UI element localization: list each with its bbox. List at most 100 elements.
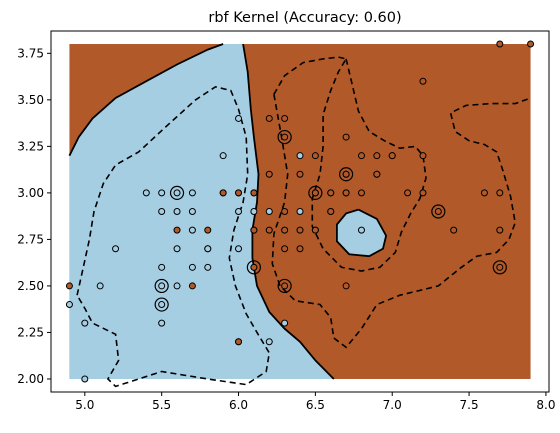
point-class-0 (357, 226, 365, 234)
point-class-1 (357, 152, 365, 160)
point-class-1 (296, 226, 304, 234)
point-class-0 (158, 208, 166, 215)
point-class-1 (281, 226, 289, 234)
support-vector-marker (339, 167, 354, 182)
point-class-0 (173, 282, 181, 290)
point-class-0 (173, 208, 181, 215)
point-class-0 (81, 375, 89, 383)
plot-area (65, 40, 535, 388)
point-class-0 (204, 245, 212, 253)
y-tick-label: 3.25 (17, 139, 44, 153)
y-axis: 2.00 2.25 2.50 2.75 3.00 3.25 3.50 3.75 (17, 46, 51, 386)
point-class-1 (250, 263, 258, 271)
point-class-1 (419, 77, 427, 85)
point-class-1 (173, 226, 181, 234)
point-class-1 (296, 170, 304, 178)
point-class-1 (496, 263, 504, 271)
point-class-0 (112, 245, 120, 253)
x-tick-label: 8.0 (536, 398, 555, 412)
data-points (65, 40, 535, 383)
point-class-1 (311, 189, 319, 197)
point-class-1 (342, 189, 350, 197)
x-tick-label: 6.5 (306, 398, 325, 412)
decision-boundary-0 (68, 43, 224, 157)
point-class-0 (235, 245, 243, 253)
point-class-1 (281, 282, 289, 290)
x-axis: 5.0 5.5 6.0 6.5 7.0 7.5 8.0 (75, 392, 555, 412)
point-class-1 (342, 133, 350, 141)
x-tick-label: 7.0 (383, 398, 402, 412)
point-class-0 (158, 301, 166, 309)
point-class-1 (450, 226, 458, 234)
point-class-0 (265, 338, 273, 346)
point-class-1 (281, 133, 289, 141)
point-class-0 (188, 208, 196, 215)
support-vector-marker (154, 278, 169, 294)
point-class-1 (527, 40, 535, 48)
point-class-0 (173, 189, 181, 197)
x-tick-label: 7.5 (460, 398, 479, 412)
point-class-1 (281, 208, 289, 215)
point-class-1 (404, 189, 412, 197)
point-class-0 (250, 208, 258, 215)
point-class-0 (235, 114, 243, 122)
point-class-0 (158, 319, 166, 327)
point-class-1 (235, 338, 243, 346)
support-vector-marker (431, 204, 446, 219)
point-class-0 (96, 282, 104, 290)
point-class-1 (281, 114, 289, 122)
point-class-0 (188, 189, 196, 197)
point-class-1 (480, 189, 488, 197)
point-class-1 (496, 40, 504, 48)
point-class-1 (265, 226, 273, 234)
point-class-1 (434, 208, 442, 215)
point-class-1 (373, 170, 381, 178)
point-class-1 (419, 152, 427, 160)
point-class-1 (219, 189, 227, 197)
y-tick-label: 3.50 (17, 93, 44, 107)
support-vector-marker (277, 278, 292, 294)
support-vector-marker (169, 185, 185, 200)
decision-contours (68, 43, 531, 388)
point-class-1 (388, 152, 396, 160)
y-tick-label: 3.00 (17, 186, 44, 200)
point-class-1 (342, 282, 350, 290)
decision-boundary-2 (336, 208, 388, 258)
point-class-0 (65, 301, 73, 309)
point-class-1 (342, 170, 350, 178)
decision-regions (69, 44, 531, 379)
point-class-0 (204, 263, 212, 271)
point-class-1 (250, 189, 258, 197)
y-tick-label: 3.75 (17, 46, 44, 60)
y-tick-label: 2.75 (17, 232, 44, 246)
point-class-0 (188, 263, 196, 271)
point-class-0 (158, 189, 166, 197)
decision-boundary-1 (242, 43, 335, 380)
point-class-0 (219, 152, 227, 160)
point-class-1 (265, 170, 273, 178)
point-class-1 (327, 208, 335, 215)
point-class-1 (327, 189, 335, 197)
point-class-1 (311, 226, 319, 234)
point-class-0 (296, 152, 304, 160)
point-class-1 (235, 189, 243, 197)
point-class-0 (158, 282, 166, 290)
support-vector-marker (308, 185, 323, 200)
support-vector-marker (277, 129, 292, 145)
x-tick-label: 5.5 (152, 398, 171, 412)
point-class-1 (373, 152, 381, 160)
class-0-region (69, 44, 334, 379)
point-class-1 (204, 226, 212, 234)
point-class-1 (496, 226, 504, 234)
point-class-0 (296, 208, 304, 215)
x-tick-label: 6.0 (229, 398, 248, 412)
point-class-0 (142, 189, 150, 197)
point-class-0 (81, 319, 89, 327)
support-vectors (154, 129, 507, 312)
margin-contour-3 (311, 58, 427, 272)
point-class-1 (188, 282, 196, 290)
point-class-1 (250, 226, 258, 234)
point-class-1 (281, 245, 289, 253)
point-class-1 (296, 245, 304, 253)
